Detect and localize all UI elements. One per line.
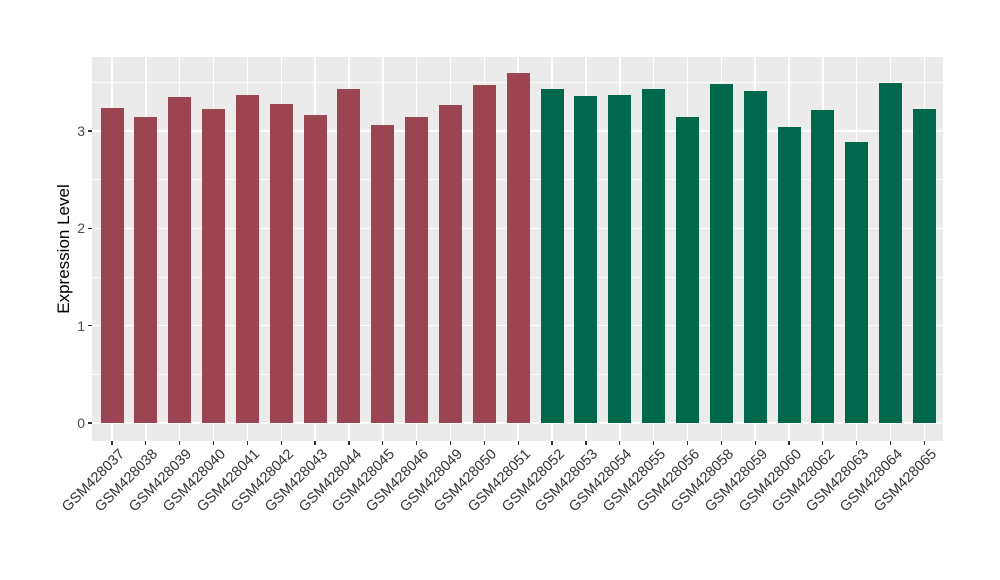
bar-GSM428065 (912, 108, 936, 423)
x-tick-mark (822, 441, 824, 445)
x-tick-mark (111, 441, 113, 445)
bar-GSM428052 (540, 89, 564, 423)
x-tick-mark (923, 441, 926, 445)
x-tick-mark (145, 441, 147, 445)
bar-GSM428059 (743, 91, 767, 423)
x-tick-mark (585, 441, 587, 445)
bar-GSM428049 (439, 104, 462, 423)
y-tick-label: 0 (77, 415, 85, 431)
y-tick-mark (88, 422, 92, 424)
bar-GSM428054 (608, 95, 632, 423)
x-tick-mark (179, 441, 181, 445)
x-tick-mark (449, 441, 452, 445)
x-tick-mark (348, 441, 350, 445)
bar-GSM428037 (100, 107, 124, 423)
y-tick-label: 2 (77, 220, 85, 237)
x-tick-mark (619, 441, 621, 445)
x-tick-mark (212, 441, 215, 445)
x-tick-mark (517, 441, 519, 445)
bar-GSM428055 (642, 89, 666, 423)
bar-GSM428040 (202, 108, 226, 423)
x-tick-mark (720, 441, 722, 445)
bar-GSM428046 (405, 117, 429, 423)
y-tick-label: 1 (77, 317, 85, 334)
bar-GSM428064 (879, 83, 903, 423)
x-tick-mark (652, 441, 655, 445)
bar-GSM428045 (371, 125, 395, 423)
y-tick-mark (88, 130, 92, 132)
x-tick-mark (754, 441, 756, 445)
bar-GSM428063 (845, 141, 869, 423)
x-tick-mark (416, 441, 418, 445)
bar-GSM428050 (472, 85, 496, 423)
x-tick-mark (246, 441, 249, 445)
x-tick-mark (483, 441, 485, 445)
bar-GSM428043 (303, 114, 327, 423)
bar-GSM428056 (675, 117, 699, 423)
y-tick-mark (88, 325, 92, 327)
bar-GSM428058 (709, 84, 733, 423)
bar-GSM428044 (337, 89, 361, 423)
bar-GSM428038 (134, 117, 158, 423)
x-tick-mark (889, 441, 892, 445)
x-tick-mark (788, 441, 790, 445)
x-tick-mark (280, 441, 282, 445)
x-tick-mark (551, 441, 553, 445)
bar-GSM428060 (777, 127, 801, 423)
y-tick-mark (88, 227, 92, 230)
x-tick-mark (856, 441, 858, 445)
bar-GSM428062 (811, 109, 835, 423)
plot-panel (92, 57, 943, 441)
x-tick-mark (686, 441, 689, 445)
bar-GSM428039 (168, 97, 192, 423)
x-tick-mark (382, 441, 384, 445)
bar-GSM428053 (574, 96, 598, 423)
bar-GSM428051 (506, 72, 530, 423)
y-tick-label: 3 (77, 123, 85, 140)
x-tick-mark (314, 441, 316, 445)
bar-GSM428041 (235, 95, 259, 423)
bar-GSM428042 (269, 103, 293, 423)
